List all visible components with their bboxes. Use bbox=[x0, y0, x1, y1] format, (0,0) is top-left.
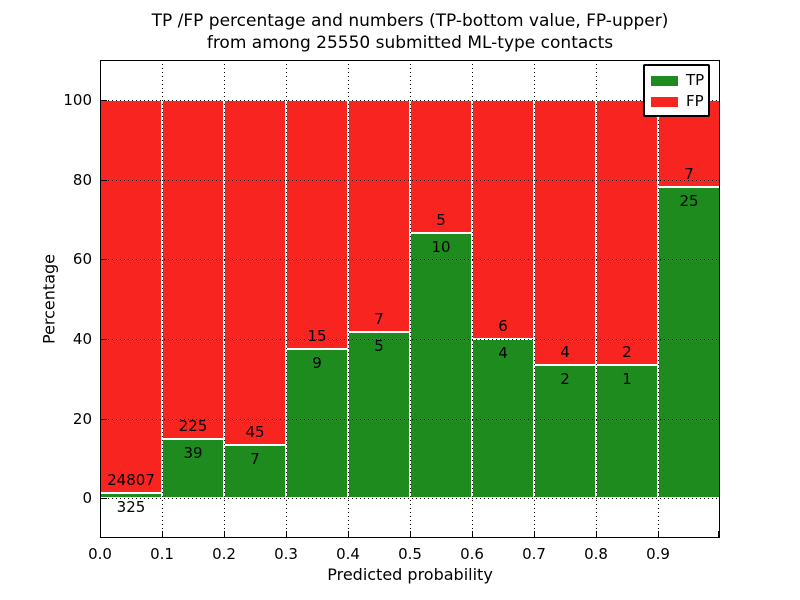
legend: TP FP bbox=[643, 64, 710, 117]
plot-area: 24807 325 225 39 45 7 15 9 7 5 5 10 6 4 4 2 2 1 7 25 bbox=[100, 60, 720, 538]
legend-label: TP bbox=[686, 71, 705, 89]
grid-vline bbox=[348, 60, 349, 538]
y-tick bbox=[101, 100, 107, 101]
x-tick-label: 0.3 bbox=[274, 545, 298, 563]
chart-title-line2: from among 25550 submitted ML-type conta… bbox=[206, 33, 614, 53]
legend-swatch-tp bbox=[651, 75, 678, 86]
x-tick bbox=[658, 531, 659, 537]
chart-title-line1: TP /FP percentage and numbers (TP-bottom… bbox=[151, 11, 669, 31]
x-tick-label: 0.1 bbox=[150, 545, 174, 563]
grid-vline bbox=[224, 60, 225, 538]
tp-count-label: 9 bbox=[312, 354, 322, 372]
bar-segment-tp bbox=[596, 365, 658, 498]
x-tick bbox=[348, 531, 349, 537]
x-tick bbox=[472, 531, 473, 537]
bar-segment-fp bbox=[534, 100, 596, 365]
fp-count-label: 5 bbox=[436, 211, 446, 229]
y-tick bbox=[101, 259, 107, 260]
legend-swatch-fp bbox=[651, 96, 678, 107]
tp-count-label: 325 bbox=[116, 498, 146, 516]
fp-count-label: 6 bbox=[498, 317, 508, 335]
bar-segment-fp bbox=[100, 100, 162, 493]
grid-vline bbox=[658, 60, 659, 538]
grid-vline bbox=[410, 60, 411, 538]
x-tick bbox=[718, 531, 719, 537]
legend-row: TP bbox=[651, 71, 705, 89]
fp-count-label: 4 bbox=[560, 343, 570, 361]
x-tick bbox=[286, 531, 287, 537]
x-tick bbox=[410, 531, 411, 537]
x-tick bbox=[596, 531, 597, 537]
y-tick-label: 60 bbox=[72, 250, 92, 268]
fp-count-label: 7 bbox=[374, 310, 384, 328]
x-tick-label: 0.5 bbox=[398, 545, 422, 563]
x-tick bbox=[534, 531, 535, 537]
y-tick bbox=[101, 498, 107, 499]
tp-count-label: 5 bbox=[374, 337, 384, 355]
y-tick-label: 100 bbox=[63, 91, 92, 109]
fp-count-label: 45 bbox=[245, 423, 265, 441]
bar-segment-fp bbox=[410, 100, 472, 233]
bar-segment-tp bbox=[534, 365, 596, 498]
tp-count-label: 39 bbox=[183, 444, 203, 462]
y-tick-label: 20 bbox=[72, 410, 92, 428]
fp-count-label: 15 bbox=[307, 327, 327, 345]
grid-vline bbox=[286, 60, 287, 538]
bar-segment-tp bbox=[472, 339, 534, 498]
bar-segment-tp bbox=[224, 445, 286, 498]
grid-vline bbox=[472, 60, 473, 538]
grid-vline bbox=[534, 60, 535, 538]
y-tick bbox=[101, 339, 107, 340]
x-tick bbox=[162, 531, 163, 537]
fp-count-label: 225 bbox=[178, 417, 208, 435]
x-axis-label: Predicted probability bbox=[327, 565, 493, 584]
bar-segment-fp bbox=[286, 100, 348, 349]
grid-vline bbox=[162, 60, 163, 538]
axes-frame bbox=[100, 60, 720, 538]
y-tick-label: 40 bbox=[72, 330, 92, 348]
tp-count-label: 4 bbox=[498, 344, 508, 362]
y-tick bbox=[101, 419, 107, 420]
chart-title: TP /FP percentage and numbers (TP-bottom… bbox=[100, 10, 720, 54]
fp-count-label: 24807 bbox=[107, 471, 155, 489]
bar-segment-fp bbox=[348, 100, 410, 332]
x-tick bbox=[224, 531, 225, 537]
x-tick-label: 0.2 bbox=[212, 545, 236, 563]
tp-count-label: 10 bbox=[431, 238, 451, 256]
fp-count-label: 2 bbox=[622, 343, 632, 361]
legend-row: FP bbox=[651, 92, 704, 110]
tp-count-label: 25 bbox=[679, 192, 699, 210]
tp-count-label: 1 bbox=[622, 370, 632, 388]
bar-segment-tp bbox=[286, 349, 348, 498]
tp-count-label: 2 bbox=[560, 370, 570, 388]
x-tick-label: 0.6 bbox=[460, 545, 484, 563]
x-tick-label: 0.8 bbox=[584, 545, 608, 563]
grid-vline bbox=[596, 60, 597, 538]
legend-label: FP bbox=[686, 92, 704, 110]
x-tick-label: 0.0 bbox=[88, 545, 112, 563]
x-tick-label: 0.7 bbox=[522, 545, 546, 563]
y-tick-label: 0 bbox=[82, 489, 92, 507]
y-tick-label: 80 bbox=[72, 171, 92, 189]
bar-segment-fp bbox=[162, 100, 224, 439]
x-tick-label: 0.4 bbox=[336, 545, 360, 563]
tp-count-label: 7 bbox=[250, 450, 260, 468]
fp-count-label: 7 bbox=[684, 165, 694, 183]
y-tick bbox=[101, 180, 107, 181]
x-tick-label: 0.9 bbox=[646, 545, 670, 563]
